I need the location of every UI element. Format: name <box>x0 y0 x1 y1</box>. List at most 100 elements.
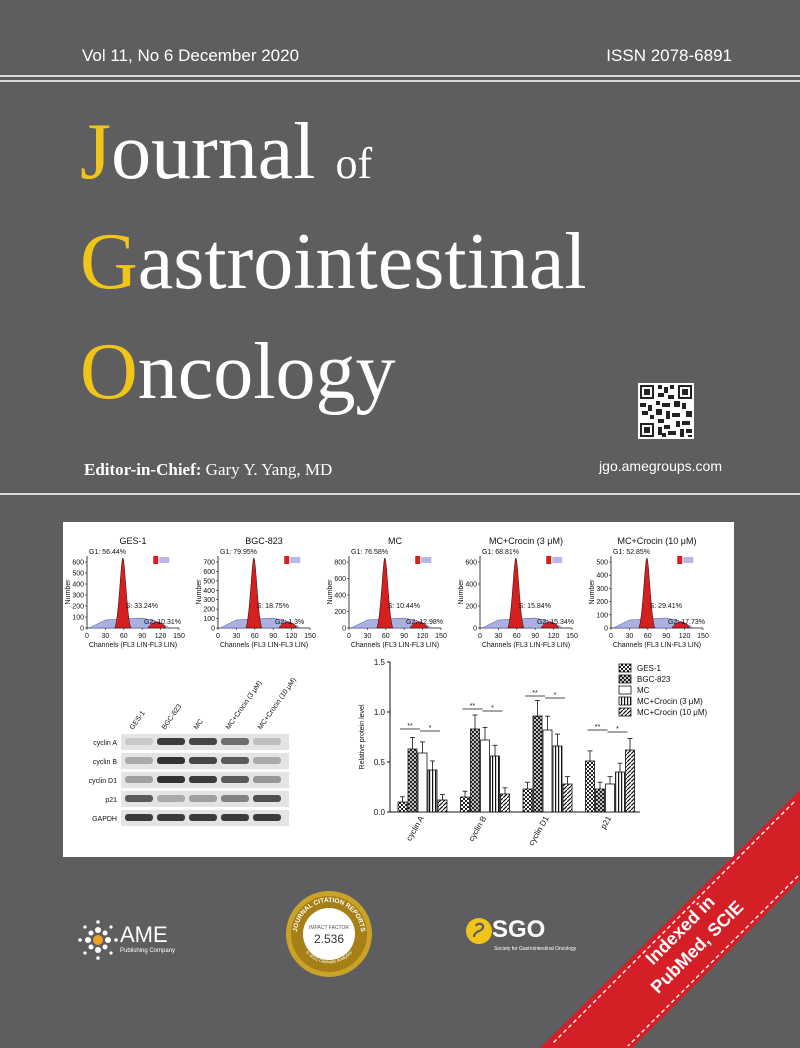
blot-band <box>189 795 217 802</box>
flow-y-tick-label: 0 <box>211 626 215 633</box>
flow-legend-swatch <box>552 557 563 563</box>
website-link[interactable]: jgo.amegroups.com <box>599 458 722 474</box>
flow-x-tick-label: 150 <box>173 633 185 640</box>
editor-name: Gary Y. Yang, MD <box>205 460 333 479</box>
flow-legend-swatch <box>153 556 159 564</box>
flow-x-tick-label: 60 <box>513 633 521 640</box>
sgo-sub: Society for Gastrointestinal Oncology <box>494 946 577 952</box>
flow-g1-label: G1: 79.95% <box>220 549 257 556</box>
title-of: of <box>335 139 373 188</box>
flow-x-tick-label: 60 <box>644 633 652 640</box>
seal-value: 2.536 <box>314 932 344 946</box>
flow-x-tick-label: 150 <box>435 633 447 640</box>
flow-x-tick-label: 90 <box>400 633 408 640</box>
flow-g2-label: G2: 1.3% <box>275 619 304 626</box>
flow-legend-swatch <box>284 556 290 564</box>
sig-marker: ** <box>532 690 538 697</box>
flow-x-tick-label: 120 <box>417 633 429 640</box>
flow-y-tick-label: 100 <box>72 615 84 622</box>
flow-x-label: Channels (FL3 LIN-FL3 LIN) <box>351 642 439 649</box>
blot-band <box>253 776 281 783</box>
flow-y-label: Number <box>458 579 465 605</box>
mid-rule <box>0 493 800 495</box>
flow-g2-peak <box>147 621 167 629</box>
flow-x-tick-label: 120 <box>286 633 298 640</box>
blot-column-label: MC <box>193 718 205 731</box>
flow-y-tick-label: 400 <box>334 593 346 600</box>
blot-band <box>189 738 217 745</box>
flow-y-tick-label: 0 <box>342 626 346 633</box>
flow-x-tick-label: 30 <box>102 633 110 640</box>
flow-y-tick-label: 500 <box>72 571 84 578</box>
flow-g2-label: G2: 15.34% <box>537 619 574 626</box>
title-cap-j: J <box>80 108 112 196</box>
flow-y-tick-label: 100 <box>203 616 215 623</box>
flow-y-tick-label: 200 <box>465 604 477 611</box>
flow-x-tick-label: 90 <box>531 633 539 640</box>
flow-s-label: S: 33.24% <box>126 603 158 610</box>
flow-g1-label: G1: 52.85% <box>613 549 650 556</box>
sig-marker: ** <box>407 723 413 730</box>
sig-marker: ** <box>470 703 476 710</box>
flow-y-tick-label: 400 <box>72 582 84 589</box>
bar-y-tick-label: 1.5 <box>374 658 386 667</box>
flow-y-tick-label: 600 <box>334 576 346 583</box>
flow-y-tick-label: 500 <box>203 578 215 585</box>
title-gastro: astrointestinal <box>137 218 587 306</box>
flow-x-tick-label: 150 <box>697 633 709 640</box>
flow-x-tick-label: 90 <box>269 633 277 640</box>
flow-legend-swatch <box>290 557 301 563</box>
blot-band <box>125 757 153 764</box>
blot-band <box>125 738 153 745</box>
blot-row-label: cyclin B <box>93 759 117 766</box>
top-rule <box>0 75 800 77</box>
flow-x-tick-label: 120 <box>155 633 167 640</box>
bar-y-tick-label: 0.5 <box>374 758 386 767</box>
bar <box>522 788 533 813</box>
flow-x-tick-label: 120 <box>679 633 691 640</box>
legend-label: MC <box>637 686 650 695</box>
blot-band <box>157 757 185 764</box>
blot-band <box>253 738 281 745</box>
flow-title: MC <box>388 536 402 546</box>
flow-y-label: Number <box>196 579 203 605</box>
flow-y-tick-label: 300 <box>72 593 84 600</box>
flow-s-label: S: 10.44% <box>388 603 420 610</box>
legend-label: MC+Crocin (3 μM) <box>637 697 703 706</box>
blot-band <box>125 776 153 783</box>
flow-y-tick-label: 800 <box>334 560 346 567</box>
blot-column-label: GES-1 <box>129 710 147 731</box>
flow-y-tick-label: 400 <box>203 588 215 595</box>
legend-swatch <box>618 696 632 706</box>
legend-swatch <box>618 663 632 673</box>
flow-g1-peak <box>638 557 656 629</box>
flow-g1-label: G1: 56.44% <box>89 549 126 556</box>
flow-x-tick-label: 30 <box>233 633 241 640</box>
flow-g1-label: G1: 68.81% <box>482 549 519 556</box>
blot-column-label: MC+Crocin (10 μM) <box>257 677 298 731</box>
flow-x-tick-label: 150 <box>304 633 316 640</box>
sig-marker: * <box>429 725 432 732</box>
bar <box>417 752 428 813</box>
blot-band <box>125 795 153 802</box>
bar <box>500 793 510 813</box>
bar <box>397 801 408 813</box>
blot-band <box>221 814 249 821</box>
flow-x-tick-label: 90 <box>138 633 146 640</box>
bar <box>427 769 438 813</box>
blot-band <box>253 795 281 802</box>
blot-band <box>125 814 153 821</box>
title-line-oncology: Oncology <box>80 332 396 412</box>
flow-y-tick-label: 600 <box>72 560 84 567</box>
cover-figure-svg: GES-1 0 100 200 300 400 500 600 0 30 60 90 120 150 Cha… <box>65 536 709 847</box>
flow-x-tick-label: 150 <box>566 633 578 640</box>
title-cap-o: O <box>80 328 138 416</box>
flow-legend-swatch <box>421 557 432 563</box>
flow-x-tick-label: 30 <box>495 633 503 640</box>
flow-g1-peak <box>114 557 132 629</box>
blot-band <box>221 738 249 745</box>
flow-y-tick-label: 100 <box>596 612 608 619</box>
issue-info: Vol 11, No 6 December 2020 <box>82 46 300 65</box>
index-ribbon: Indexed in PubMed, SCIE <box>540 790 800 1048</box>
